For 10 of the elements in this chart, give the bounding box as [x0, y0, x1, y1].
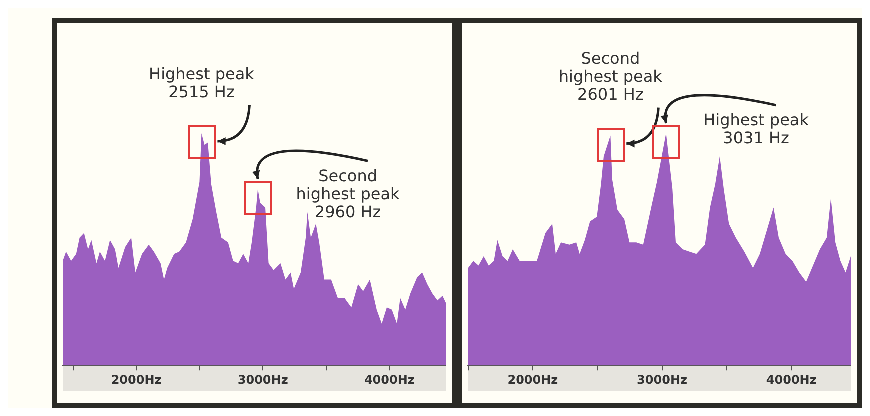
annotation: Second highest peak 2601 Hz: [558, 48, 664, 104]
x-tick-label: 2000Hz: [508, 372, 558, 387]
annotation: Second highest peak 2960 Hz: [296, 166, 401, 222]
x-tick-label: 4000Hz: [766, 372, 817, 387]
x-tick-label: 3000Hz: [238, 372, 288, 387]
x-tick-label: 3000Hz: [637, 372, 688, 387]
annotation: Highest peak 2515 Hz: [149, 64, 256, 102]
annotation: Highest peak 3031 Hz: [704, 110, 810, 148]
x-tick-label: 4000Hz: [364, 372, 415, 387]
x-tick-label: 2000Hz: [111, 372, 162, 387]
